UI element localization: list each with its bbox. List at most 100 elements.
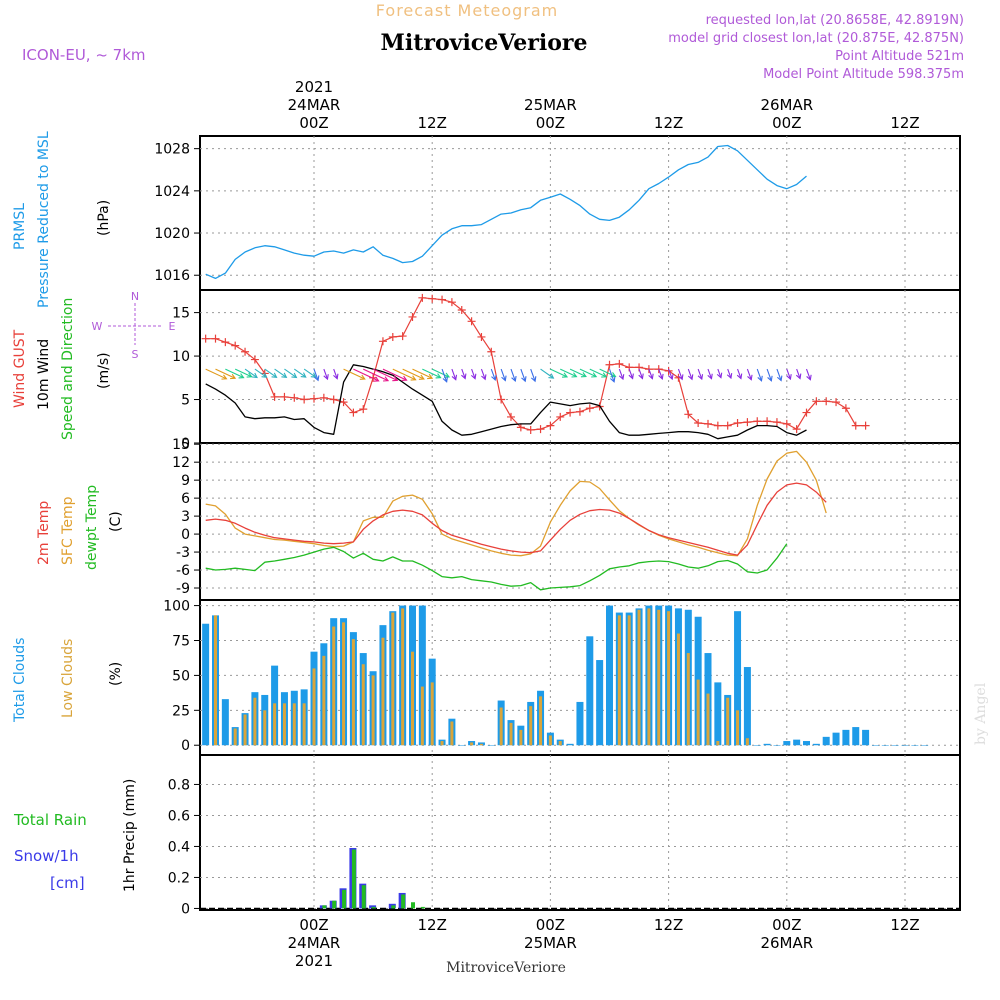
low-clouds-bar	[450, 721, 454, 746]
gust-marker	[763, 417, 772, 426]
low-clouds-bar	[351, 639, 355, 746]
total-clouds-bar	[891, 745, 899, 746]
total-clouds-bar	[812, 743, 820, 746]
gust-marker	[743, 418, 752, 427]
wind-direction-arrow	[510, 368, 516, 382]
rain-bar	[322, 905, 327, 909]
wind-arrow-head	[481, 374, 487, 381]
wind-direction-arrow	[461, 368, 466, 379]
low-clouds-bar	[647, 608, 651, 746]
wind-direction-arrow	[343, 368, 365, 380]
bottom-hour-label: 00Z	[772, 916, 801, 934]
wind-direction-arrow	[471, 368, 476, 379]
wind-arrow-head	[786, 374, 792, 381]
total-clouds-bar	[793, 739, 801, 746]
wind-direction-arrow	[658, 368, 663, 380]
wind-arrow-head	[618, 374, 625, 381]
wind-arrow-head	[333, 373, 339, 380]
wind-arrow-head	[392, 376, 399, 382]
low-clouds-bar	[686, 653, 690, 746]
y-tick-label: 10	[172, 349, 190, 365]
low-clouds-bar	[479, 743, 483, 746]
wind-direction-arrow	[766, 368, 772, 381]
y-tick-label: 15	[172, 437, 190, 453]
total-clouds-bar	[753, 745, 761, 746]
gust-marker	[339, 398, 348, 407]
wind-arrow-head	[443, 372, 451, 378]
wind-arrow-head	[697, 374, 704, 381]
y-tick-label: 0	[181, 527, 190, 543]
low-clouds-bar	[637, 609, 641, 746]
wind-direction-arrow	[687, 368, 693, 380]
low-clouds-bar	[322, 655, 326, 746]
t2m-label: 2m Temp	[36, 501, 52, 565]
low-clouds-bar	[361, 664, 365, 746]
wind-direction-arrow	[363, 368, 389, 382]
low-clouds-bar	[539, 696, 543, 746]
wind-direction-arrow	[431, 368, 450, 378]
low-clouds-bar	[292, 703, 296, 746]
gust-marker	[359, 405, 368, 414]
wind-direction-arrow	[579, 368, 597, 378]
compass-rose: N S W E	[92, 290, 176, 361]
wind-direction-arrow	[293, 368, 307, 378]
gust-marker	[457, 305, 466, 314]
wind-arrow-head	[501, 375, 507, 382]
y-tick-label: -9	[176, 581, 190, 597]
gust-marker	[221, 338, 230, 347]
total-clouds-bar	[901, 745, 909, 746]
wind-arrow-head	[530, 376, 537, 383]
y-tick-label: 75	[172, 633, 190, 649]
requested-coords: requested lon,lat (20.8658E, 42.8919N)	[706, 13, 964, 28]
total-clouds-bar	[418, 605, 426, 746]
y-tick-label: 3	[181, 509, 190, 525]
wind-direction-arrow	[274, 368, 287, 378]
gust-marker	[704, 419, 712, 428]
wind-arrow-head	[470, 373, 477, 380]
credit-watermark: by Angel	[973, 682, 989, 745]
gust-marker	[526, 425, 535, 434]
low-clouds-bar	[371, 675, 375, 746]
closest-coords: model grid closest lon,lat (20.875E, 42.…	[668, 31, 964, 46]
dewpt-line	[205, 543, 788, 591]
gust-marker	[753, 417, 762, 426]
gust-marker	[310, 394, 318, 403]
wind-direction-arrow	[412, 368, 433, 379]
low-clouds-bar	[282, 703, 286, 746]
wind-arrow-head	[373, 376, 380, 382]
wind-direction-arrow	[254, 368, 267, 378]
wind-direction-arrow	[530, 368, 536, 382]
gust-marker	[319, 393, 328, 402]
wind-direction-arrow	[303, 368, 317, 378]
wind-arrow-head	[580, 372, 587, 378]
temp-unit: (C)	[108, 511, 124, 532]
wind-arrow-head	[418, 374, 425, 380]
wind-arrow-head	[511, 375, 517, 383]
top-year-label: 2021	[295, 78, 333, 96]
wind-direction-arrow	[776, 368, 782, 381]
wind-direction-arrow	[284, 368, 297, 378]
wind-arrow-head	[238, 373, 245, 379]
wind-speed-line	[205, 364, 807, 440]
gust-marker	[851, 421, 860, 430]
low-clouds-bar	[548, 735, 552, 746]
low-clouds-bar	[312, 668, 316, 746]
gust-marker	[516, 423, 525, 432]
gust-marker	[792, 425, 801, 434]
y-tick-label: 9	[181, 473, 190, 489]
wind-arrow-head	[668, 374, 674, 381]
gust-marker	[250, 355, 259, 364]
low-clouds-bar	[273, 703, 277, 746]
wind-arrow-head	[251, 372, 258, 379]
wind-arrow-head	[451, 374, 458, 381]
rain-bar	[361, 885, 366, 909]
total-clouds-bar	[842, 729, 850, 746]
gust-marker	[772, 418, 781, 427]
total-clouds-bar	[822, 736, 830, 746]
rain-bar	[420, 906, 425, 909]
low-clouds-bar	[233, 728, 237, 746]
y-tick-label: 1020	[154, 226, 190, 242]
gust-marker	[201, 334, 210, 343]
wind-arrow-head	[736, 373, 743, 380]
